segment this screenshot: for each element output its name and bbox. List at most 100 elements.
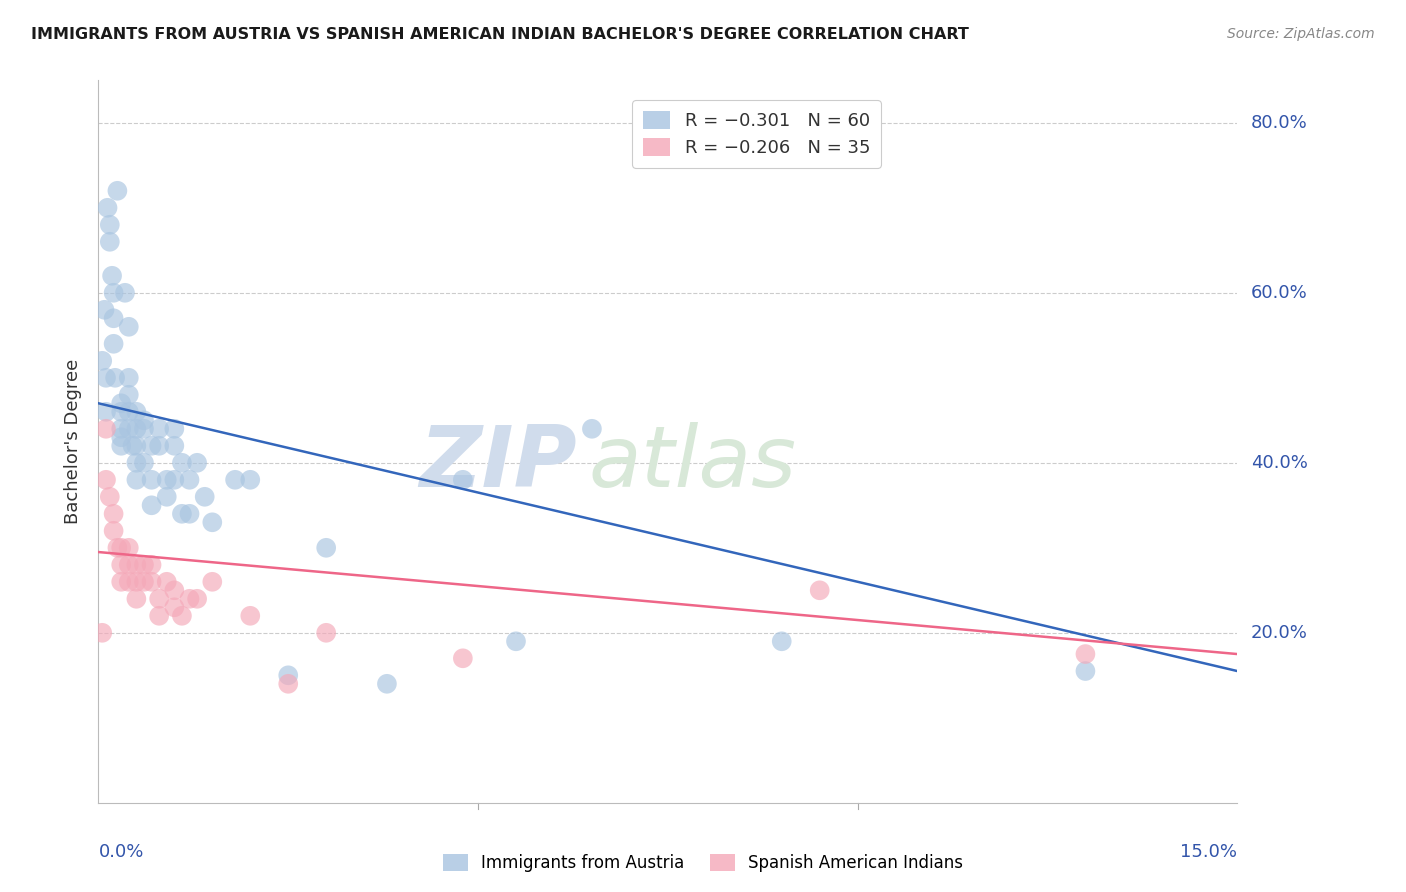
Text: 60.0%: 60.0% [1251, 284, 1308, 301]
Point [121, 439, 143, 453]
Point [201, 574, 224, 589]
Point [103, 507, 125, 521]
Point [114, 285, 136, 300]
Point [125, 558, 148, 572]
Point [103, 311, 125, 326]
Point [179, 591, 201, 606]
Point [118, 574, 141, 589]
Point [148, 422, 170, 436]
Point [101, 268, 124, 283]
Point [125, 591, 148, 606]
Point [132, 413, 155, 427]
Text: IMMIGRANTS FROM AUSTRIA VS SPANISH AMERICAN INDIAN BACHELOR'S DEGREE CORRELATION: IMMIGRANTS FROM AUSTRIA VS SPANISH AMERI… [31, 27, 969, 42]
Point [103, 524, 125, 538]
Point [98, 235, 121, 249]
Point [110, 558, 132, 572]
Point [141, 574, 163, 589]
Point [125, 473, 148, 487]
Point [239, 473, 262, 487]
Point [94, 473, 117, 487]
Point [170, 507, 193, 521]
Point [103, 336, 125, 351]
Point [148, 439, 170, 453]
Text: atlas: atlas [588, 422, 796, 505]
Point [186, 456, 208, 470]
Point [132, 422, 155, 436]
Point [125, 574, 148, 589]
Point [132, 456, 155, 470]
Point [141, 558, 163, 572]
Point [110, 439, 132, 453]
Text: 80.0%: 80.0% [1251, 114, 1308, 132]
Point [96, 201, 118, 215]
Point [156, 473, 179, 487]
Point [93, 302, 115, 317]
Point [132, 574, 155, 589]
Point [103, 285, 125, 300]
Text: 40.0%: 40.0% [1251, 454, 1308, 472]
Point [125, 405, 148, 419]
Text: ZIP: ZIP [419, 422, 576, 505]
Point [141, 473, 163, 487]
Point [107, 541, 129, 555]
Point [186, 591, 208, 606]
Point [118, 558, 141, 572]
Point [170, 608, 193, 623]
Point [375, 677, 398, 691]
Point [125, 422, 148, 436]
Point [156, 490, 179, 504]
Point [277, 677, 299, 691]
Point [91, 625, 114, 640]
Point [451, 651, 474, 665]
Point [156, 574, 179, 589]
Point [118, 541, 141, 555]
Point [110, 396, 132, 410]
Point [239, 608, 262, 623]
Point [94, 405, 117, 419]
Point [179, 473, 201, 487]
Point [163, 600, 186, 615]
Point [98, 218, 121, 232]
Point [315, 625, 337, 640]
Point [118, 319, 141, 334]
Point [110, 405, 132, 419]
Point [125, 456, 148, 470]
Point [118, 388, 141, 402]
Text: 0.0%: 0.0% [98, 843, 143, 861]
Point [163, 583, 186, 598]
Legend: Immigrants from Austria, Spanish American Indians: Immigrants from Austria, Spanish America… [436, 847, 970, 879]
Point [132, 558, 155, 572]
Point [125, 439, 148, 453]
Point [1074, 664, 1097, 678]
Point [91, 353, 114, 368]
Point [315, 541, 337, 555]
Point [179, 507, 201, 521]
Point [118, 422, 141, 436]
Point [94, 422, 117, 436]
Text: Source: ZipAtlas.com: Source: ZipAtlas.com [1227, 27, 1375, 41]
Point [581, 422, 603, 436]
Point [505, 634, 527, 648]
Point [118, 405, 141, 419]
Point [141, 439, 163, 453]
Point [110, 541, 132, 555]
Point [451, 473, 474, 487]
Point [170, 456, 193, 470]
Point [224, 473, 246, 487]
Point [104, 371, 127, 385]
Point [770, 634, 793, 648]
Y-axis label: Bachelor's Degree: Bachelor's Degree [63, 359, 82, 524]
Text: 15.0%: 15.0% [1180, 843, 1237, 861]
Point [98, 490, 121, 504]
Point [110, 574, 132, 589]
Legend: R = −0.301   N = 60, R = −0.206   N = 35: R = −0.301 N = 60, R = −0.206 N = 35 [633, 100, 882, 168]
Point [201, 516, 224, 530]
Point [107, 184, 129, 198]
Point [110, 422, 132, 436]
Point [1074, 647, 1097, 661]
Point [148, 608, 170, 623]
Point [808, 583, 831, 598]
Point [277, 668, 299, 682]
Point [118, 371, 141, 385]
Point [163, 473, 186, 487]
